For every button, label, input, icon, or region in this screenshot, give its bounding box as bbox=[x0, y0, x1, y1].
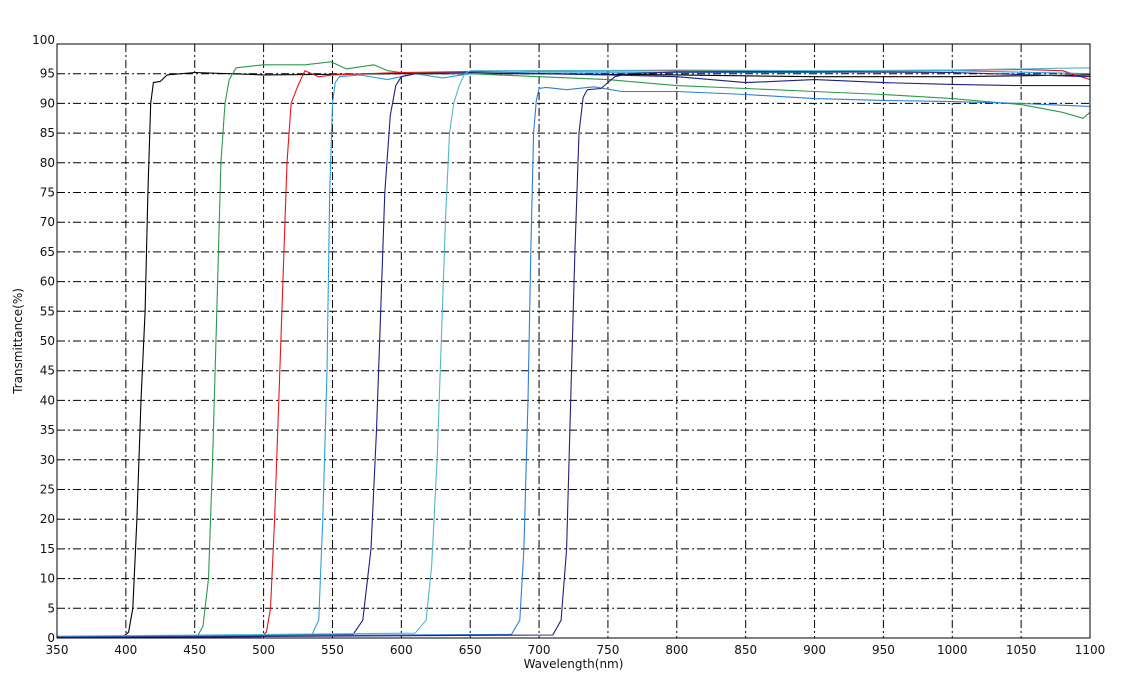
y-tick-label: 75 bbox=[40, 186, 55, 200]
grid-lines bbox=[57, 44, 1090, 638]
y-tick-label: 85 bbox=[40, 126, 55, 140]
series-line-1 bbox=[56, 71, 1091, 638]
x-tick-label: 1050 bbox=[1006, 643, 1037, 657]
plot-frame bbox=[56, 43, 1091, 639]
y-tick-label: 60 bbox=[40, 275, 55, 289]
x-tick-label: 1100 bbox=[1075, 643, 1106, 657]
y-tick-label: 45 bbox=[40, 364, 55, 378]
x-tick-label: 1000 bbox=[937, 643, 968, 657]
y-tick-label: 20 bbox=[40, 512, 55, 526]
x-tick-label: 400 bbox=[114, 643, 137, 657]
y-tick-label: 0 bbox=[47, 631, 55, 645]
x-tick-labels: 350 400 450 500 550 600 650 700 750 800 850 900 950 1… bbox=[46, 643, 1106, 657]
y-tick-label: 100 bbox=[32, 33, 55, 47]
x-tick-label: 850 bbox=[734, 643, 757, 657]
y-tick-label: 5 bbox=[47, 601, 55, 615]
y-tick-label: 55 bbox=[40, 304, 55, 318]
x-tick-label: 700 bbox=[528, 643, 551, 657]
x-tick-label: 550 bbox=[321, 643, 344, 657]
x-axis-label: Wavelength(nm) bbox=[524, 657, 624, 671]
y-tick-label: 90 bbox=[40, 96, 55, 110]
x-tick-label: 600 bbox=[390, 643, 413, 657]
y-tick-label: 40 bbox=[40, 393, 55, 407]
y-axis-label: Transmittance(%) bbox=[11, 288, 25, 395]
y-tick-label: 10 bbox=[40, 572, 55, 586]
y-tick-label: 15 bbox=[40, 542, 55, 556]
series-line-7 bbox=[56, 86, 1091, 638]
x-tick-label: 450 bbox=[183, 643, 206, 657]
y-tick-labels: 0 5 10 15 20 25 30 35 40 45 50 55 60 65 70 75 80 85 90 95 10… bbox=[32, 33, 55, 645]
y-tick-label: 65 bbox=[40, 245, 55, 259]
series-line-6 bbox=[56, 67, 1091, 637]
y-tick-label: 50 bbox=[40, 334, 55, 348]
x-tick-label: 750 bbox=[596, 643, 619, 657]
series-line-8 bbox=[56, 71, 1091, 638]
series-line-5 bbox=[56, 71, 1090, 638]
x-tick-label: 800 bbox=[665, 643, 688, 657]
series-line-3 bbox=[56, 68, 1091, 638]
y-tick-label: 25 bbox=[40, 483, 55, 497]
series-line-2 bbox=[56, 61, 1091, 638]
x-tick-label: 950 bbox=[872, 643, 895, 657]
series-line-4 bbox=[56, 70, 1091, 638]
x-tick-label: 350 bbox=[46, 643, 69, 657]
series-group bbox=[56, 61, 1091, 638]
x-tick-label: 650 bbox=[459, 643, 482, 657]
y-tick-label: 70 bbox=[40, 215, 55, 229]
y-tick-label: 30 bbox=[40, 453, 55, 467]
y-tick-label: 35 bbox=[40, 423, 55, 437]
y-tick-label: 80 bbox=[40, 156, 55, 170]
x-tick-label: 900 bbox=[803, 643, 826, 657]
y-tick-label: 95 bbox=[40, 67, 55, 81]
x-tick-label: 500 bbox=[252, 643, 275, 657]
